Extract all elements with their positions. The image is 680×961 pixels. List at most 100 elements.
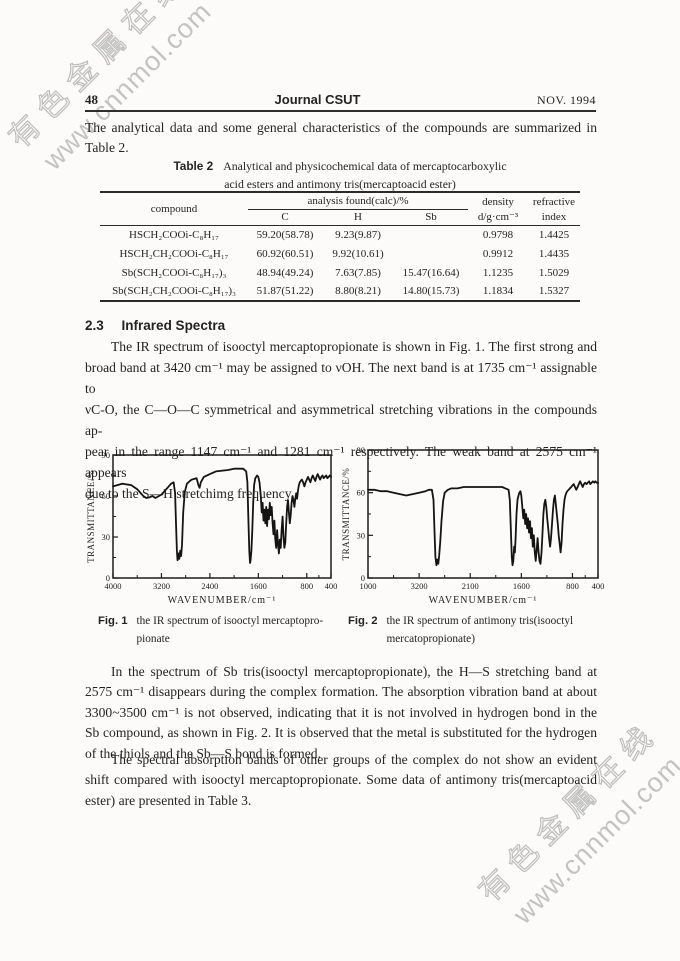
text-line: 3300~3500 cm⁻¹ is not observed, indicati… <box>85 704 597 720</box>
x-tick-label: 1600 <box>513 581 530 591</box>
text-line: νC-O, the C—O—C symmetrical and asymmetr… <box>85 402 597 438</box>
text-line: 2575 cm⁻¹ disappears during the complex … <box>85 684 597 700</box>
figure2-ir-spectrum-chart: 0 30 60 90 1000 3200 2100 1600 800 400 TRANSMITTAN… <box>341 445 605 606</box>
table-cell <box>394 226 468 245</box>
table-cell: 15.47(16.64) <box>402 266 460 279</box>
table-cell: 9.92(10.61) <box>332 247 384 260</box>
table-cell: 1.4435 <box>538 247 570 260</box>
table-row: Sb(SCH₂COOi-C₈H₁₇)₃ 48.94(49.24) 7.63(7.85… <box>100 263 580 282</box>
table-cell: HSCH₂COOi-C₈H₁₇ <box>129 229 219 242</box>
table-cell: 9.23(9.87) <box>335 229 381 242</box>
table-cell: 60.92(60.51) <box>256 247 314 260</box>
text-line: pionate <box>136 633 170 645</box>
x-axis-title: WAVENUMBER/cm⁻¹ <box>168 595 277 606</box>
table2-caption-line1: Table 2 Analytical and physicochemical da… <box>100 157 580 175</box>
figure1-caption-text: the IR spectrum of isooctyl mercaptopro-… <box>137 612 324 648</box>
figure1-ir-spectrum-chart: 0 30 60 90 4000 3200 2400 1600 800 400 TRANSMITTAN… <box>86 450 338 606</box>
table2: compound analysis found(calc)/% density … <box>100 191 580 303</box>
table2-body: HSCH₂COOi-C₈H₁₇ 59.20(58.78) 9.23(9.87) 0.9… <box>100 226 580 302</box>
paragraph-other-bands: The spectral absorption bands of other g… <box>85 750 597 811</box>
table-cell: 7.63(7.85) <box>335 266 381 279</box>
th-hydrogen: H <box>354 211 362 224</box>
figure2-caption: Fig. 2 the IR spectrum of antimony tris(… <box>348 612 604 648</box>
text-line: mercatopropionate) <box>386 633 475 645</box>
table-cell: 14.80(15.73) <box>402 285 460 298</box>
table-cell: Sb(SCH₂CH₂COOi-C₈H₁₇)₃ <box>112 285 236 298</box>
table-cell: 0.9798 <box>482 229 514 242</box>
y-axis-title: TRANSMITTANCE/% <box>86 470 96 563</box>
paragraph-sb-spectrum: In the spectrum of Sb tris(isooctyl merc… <box>85 662 597 764</box>
table2-caption-line2: acid esters and antimony tris(mercaptoac… <box>224 177 456 191</box>
text-line: ester) are presented in Table 3. <box>85 792 252 808</box>
y-tick-label: 0 <box>361 573 365 583</box>
table-cell: 59.20(58.78) <box>256 229 314 242</box>
table-cell: 48.94(49.24) <box>256 266 314 279</box>
text-line: Sb compound, as shown in Fig. 2. It is o… <box>85 725 597 741</box>
y-tick-label: 0 <box>106 573 110 583</box>
x-tick-label: 800 <box>300 581 313 591</box>
table-cell: 8.80(8.21) <box>335 285 381 298</box>
plot-frame <box>112 454 332 579</box>
text-line: The spectral absorption bands of other g… <box>111 752 597 767</box>
th-density: density d/g·cm⁻³ <box>468 192 528 226</box>
y-tick-label: 60 <box>102 491 111 501</box>
text-line: In the spectrum of Sb tris(isooctyl merc… <box>111 664 597 679</box>
x-tick-label: 400 <box>592 581 605 591</box>
x-tick-label: 3200 <box>411 581 428 591</box>
table2-caption-text: Analytical and physicochemical data of m… <box>223 159 507 173</box>
table-cell: Sb(SCH₂COOi-C₈H₁₇)₃ <box>121 266 227 279</box>
table-cell: 1.1235 <box>482 266 514 279</box>
figure1-caption: Fig. 1 the IR spectrum of isooctyl merca… <box>98 612 346 648</box>
th-refractive-index: refractive index <box>528 192 580 226</box>
x-tick-label: 1600 <box>250 581 267 591</box>
header-rule <box>85 110 596 112</box>
x-tick-label: 4000 <box>105 581 122 591</box>
text-line: the IR spectrum of isooctyl mercaptopro- <box>136 615 324 627</box>
x-tick-label: 2400 <box>201 581 218 591</box>
figure1-label: Fig. 1 <box>98 615 128 627</box>
table-cell: 1.5327 <box>538 285 570 298</box>
table2-header: compound analysis found(calc)/% density … <box>100 192 580 226</box>
th-refractive-line1: refractive <box>532 196 576 208</box>
table-cell: 1.1834 <box>482 285 514 298</box>
x-tick-label: 800 <box>566 581 579 591</box>
y-tick-label: 30 <box>102 532 111 542</box>
page-number: 48 <box>85 92 98 107</box>
table2-caption-label: Table 2 <box>173 159 214 173</box>
section-number: 2.3 <box>85 318 104 333</box>
table-cell: 1.5029 <box>538 266 570 279</box>
paragraph-intro: The analytical data and some general cha… <box>85 118 597 158</box>
table-cell <box>394 245 468 264</box>
section-title: Infrared Spectra <box>121 318 226 333</box>
ir-spectrum-curve <box>112 467 332 564</box>
th-compound: compound <box>150 203 198 215</box>
section-heading: 2.3 Infrared Spectra <box>85 318 225 333</box>
table2-caption: Table 2 Analytical and physicochemical da… <box>100 157 580 193</box>
text-line: broad band at 3420 cm⁻¹ may be assigned … <box>85 360 597 396</box>
x-tick-label: 3200 <box>153 581 170 591</box>
th-refractive-line2: index <box>541 211 567 223</box>
ir-spectrum-curve <box>367 480 599 567</box>
text-line: shift compared with isooctyl mercaptopro… <box>85 772 597 788</box>
text-line: The IR spectrum of isooctyl mercaptoprop… <box>111 339 597 354</box>
text-line: the IR spectrum of antimony tris(isoocty… <box>386 615 574 627</box>
page-header: 48 Journal CSUT NOV. 1994 <box>85 92 596 108</box>
text-line: Table 2. <box>85 140 129 155</box>
table-row: HSCH₂CH₂COOi-C₈H₁₇ 60.92(60.51) 9.92(10.61… <box>100 245 580 264</box>
table-cell: 0.9912 <box>482 247 514 260</box>
figure2-label: Fig. 2 <box>348 615 378 627</box>
th-density-line2: d/g·cm⁻³ <box>477 211 519 223</box>
th-antimony: Sb <box>425 211 437 224</box>
y-tick-label: 90 <box>357 445 366 455</box>
x-tick-label: 400 <box>325 581 338 591</box>
y-tick-label: 30 <box>357 530 366 540</box>
th-density-line1: density <box>482 196 514 208</box>
figure2-caption-text: the IR spectrum of antimony tris(isoocty… <box>387 612 574 648</box>
x-tick-label: 2100 <box>462 581 479 591</box>
y-axis-title: TRANSMITTANCE/% <box>341 468 351 561</box>
table-cell: 1.4425 <box>538 229 570 242</box>
table-row: HSCH₂COOi-C₈H₁₇ 59.20(58.78) 9.23(9.87) 0.9… <box>100 226 580 245</box>
table-cell: 51.87(51.22) <box>256 285 314 298</box>
text-line: of the thiols and the Sb—S bond is forme… <box>85 745 321 761</box>
